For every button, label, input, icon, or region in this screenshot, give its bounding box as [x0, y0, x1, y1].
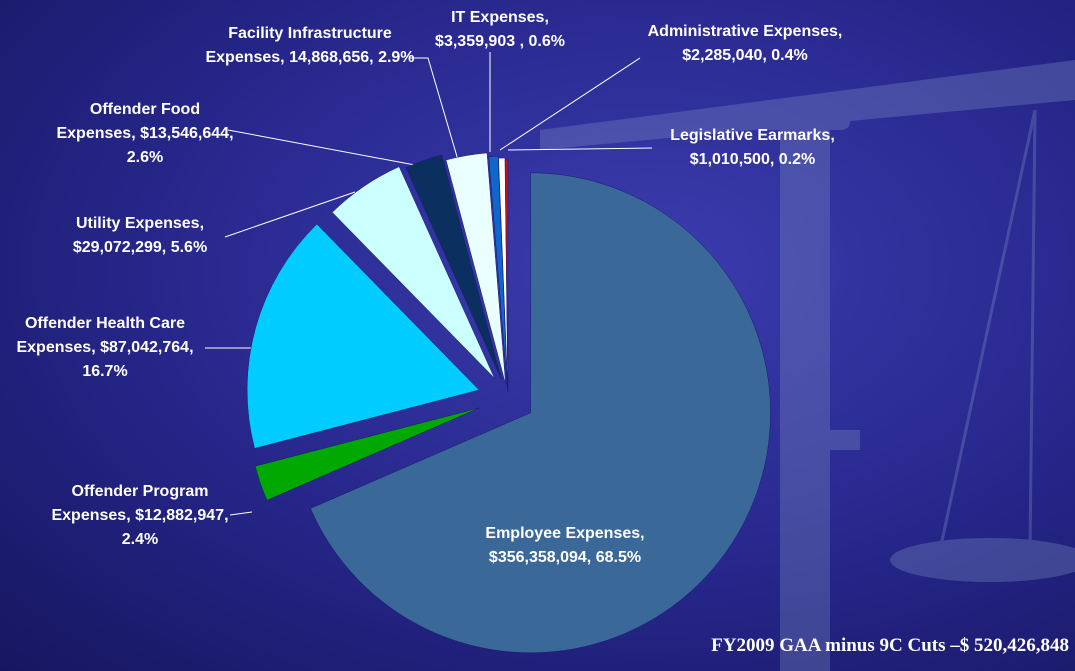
slice-label: Legislative Earmarks, $1,010,500, 0.2% [645, 124, 860, 172]
value-label: $2,285,040, [682, 47, 767, 64]
percent-label: 2.9% [378, 49, 415, 66]
slice-label: Offender Program Expenses, $12,882,947, … [45, 480, 235, 552]
value-label: $356,358,094, [488, 549, 592, 566]
percent-label: 2.6% [126, 149, 164, 166]
value-label: $13,546,644, [140, 125, 234, 142]
chart-title: FY2009 GAA minus 9C Cuts –$ 520,426,848 [711, 635, 1069, 656]
percent-label: 2.4% [121, 531, 159, 548]
percent-label: 0.2% [778, 151, 816, 168]
percent-label: 0.6% [528, 33, 565, 50]
category: IT Expenses, [451, 9, 549, 26]
percent-label: 68.5% [595, 549, 642, 566]
category: Utility Expenses, [75, 215, 205, 232]
leader-lines [205, 52, 653, 516]
slice [310, 172, 771, 653]
value-label: $87,042,764, [100, 339, 194, 356]
category: Administrative Expenses, [647, 23, 843, 40]
slice-label: Administrative Expenses, $2,285,040, 0.4… [640, 20, 850, 68]
value-label: $12,882,947, [135, 507, 229, 524]
category: Offender Food Expenses, [56, 101, 201, 142]
slice [331, 166, 495, 379]
category: Offender Program Expenses, [51, 483, 209, 524]
value-label: $1,010,500, [689, 151, 775, 168]
scale-silhouette [540, 60, 1075, 671]
category: Offender Health Care Expenses, [16, 315, 186, 356]
category: Legislative Earmarks, [670, 127, 835, 144]
slice [504, 159, 509, 393]
slice [445, 152, 506, 385]
percent-label: 16.7% [82, 363, 128, 380]
value-label: $29,072,299, [72, 239, 167, 256]
slice-label: Offender Health Care Expenses, $87,042,7… [5, 312, 205, 384]
category: Facility Infrastructure Expenses, [205, 25, 392, 66]
slice [488, 155, 508, 389]
slice-label: Offender Food Expenses, $13,546,644, 2.6… [55, 98, 235, 170]
slice [405, 154, 502, 380]
value-label: $3,359,903 , [435, 33, 525, 50]
slice-label: Employee Expenses, $356,358,094, 68.5% [435, 522, 695, 570]
percent-label: 0.4% [771, 47, 808, 64]
slice [498, 157, 509, 391]
slice-label: Utility Expenses, $29,072,299, 5.6% [50, 212, 230, 260]
slice [254, 407, 480, 501]
value-label: 14,868,656, [289, 49, 374, 66]
pie [246, 152, 771, 653]
category: Employee Expenses, [485, 525, 645, 542]
slice-label: IT Expenses, $3,359,903 , 0.6% [410, 6, 590, 54]
slice-label: Facility Infrastructure Expenses, 14,868… [205, 22, 415, 70]
percent-label: 5.6% [170, 239, 208, 256]
slice [246, 223, 480, 449]
